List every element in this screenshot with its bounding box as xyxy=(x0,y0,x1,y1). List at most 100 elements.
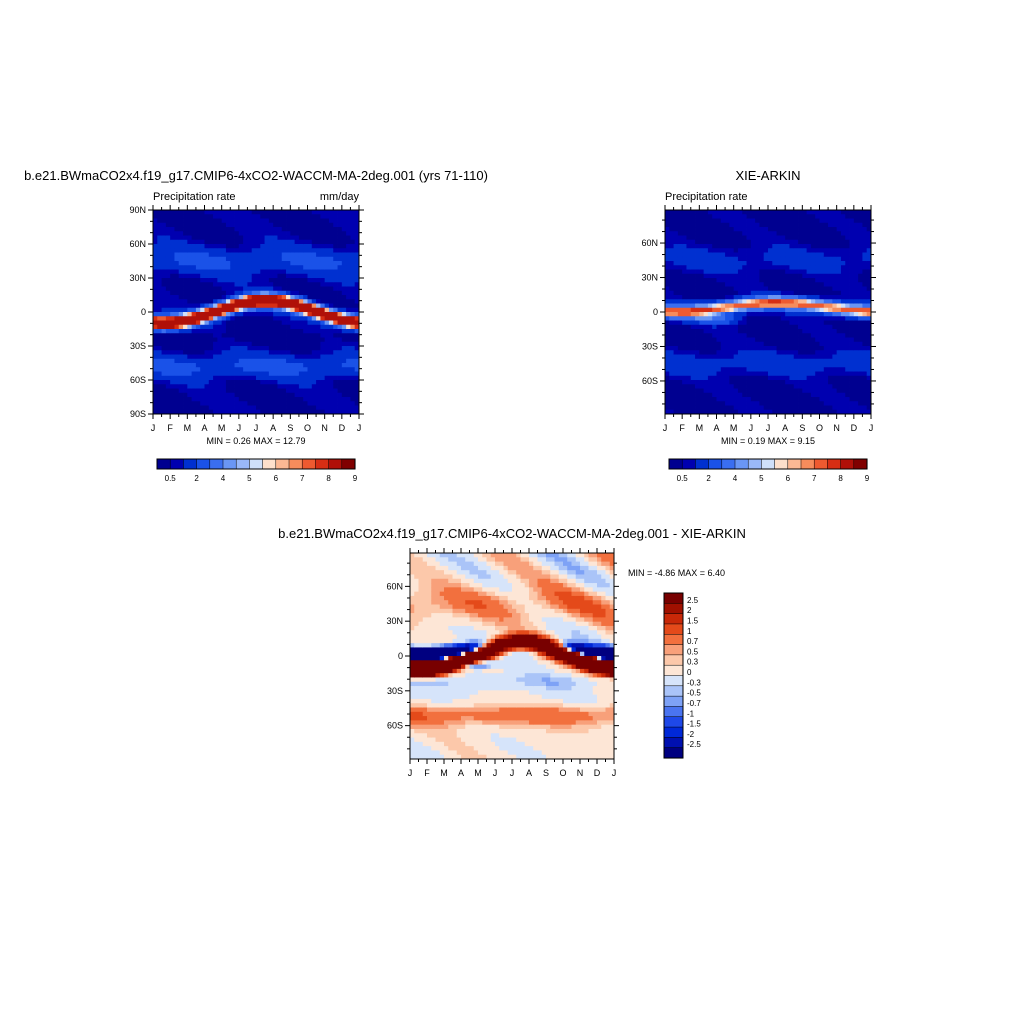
heatmap-cell xyxy=(854,338,859,343)
heatmap-cell xyxy=(295,282,300,287)
heatmap-cell xyxy=(807,244,812,249)
heatmap-cell xyxy=(282,389,287,394)
heatmap-cell xyxy=(243,359,248,364)
heatmap-cell xyxy=(764,265,769,270)
heatmap-cell xyxy=(308,346,313,351)
heatmap-cell xyxy=(824,278,829,283)
x-tick-label: J xyxy=(254,423,259,433)
heatmap-cell xyxy=(414,639,419,644)
heatmap-cell xyxy=(678,253,683,258)
heatmap-cell xyxy=(828,274,833,279)
heatmap-cell xyxy=(768,240,773,245)
heatmap-cell xyxy=(265,299,270,304)
heatmap-cell xyxy=(742,346,747,351)
heatmap-cell xyxy=(695,363,700,368)
heatmap-cell xyxy=(299,312,304,317)
heatmap-cell xyxy=(179,389,184,394)
heatmap-cell xyxy=(682,316,687,321)
heatmap-cell xyxy=(157,236,162,241)
heatmap-cell xyxy=(333,363,338,368)
heatmap-cell xyxy=(346,312,351,317)
heatmap-cell xyxy=(734,210,739,215)
heatmap-cell xyxy=(794,325,799,330)
heatmap-cell xyxy=(764,244,769,249)
heatmap-cell xyxy=(777,312,782,317)
heatmap-cell xyxy=(845,236,850,241)
heatmap-cell xyxy=(815,304,820,309)
heatmap-cell xyxy=(669,223,674,228)
heatmap-cell xyxy=(247,223,252,228)
heatmap-cell xyxy=(247,210,252,215)
heatmap-cell xyxy=(179,210,184,215)
heatmap-cell xyxy=(717,312,722,317)
heatmap-cell xyxy=(256,367,261,372)
heatmap-cell xyxy=(815,299,820,304)
heatmap-cell xyxy=(277,244,282,249)
heatmap-cell xyxy=(832,325,837,330)
heatmap-cell xyxy=(209,231,214,236)
heatmap-cell xyxy=(854,231,859,236)
heatmap-cell xyxy=(802,406,807,411)
heatmap-cell xyxy=(699,274,704,279)
heatmap-cell xyxy=(837,363,842,368)
heatmap-cell xyxy=(303,227,308,232)
colorbar-swatch xyxy=(669,459,683,469)
heatmap-cell xyxy=(682,282,687,287)
heatmap-cell xyxy=(320,227,325,232)
heatmap-cell xyxy=(273,372,278,377)
heatmap-cell xyxy=(230,231,235,236)
heatmap-cell xyxy=(862,236,867,241)
heatmap-cell xyxy=(824,214,829,219)
heatmap-cell xyxy=(286,270,291,275)
heatmap-cell xyxy=(419,566,424,571)
heatmap-cell xyxy=(785,338,790,343)
heatmap-cell xyxy=(837,223,842,228)
heatmap-cell xyxy=(157,397,162,402)
heatmap-cell xyxy=(303,223,308,228)
heatmap-cell xyxy=(162,261,167,266)
heatmap-cell xyxy=(333,231,338,236)
heatmap-cell xyxy=(200,244,205,249)
heatmap-cell xyxy=(200,363,205,368)
heatmap-cell xyxy=(205,376,210,381)
heatmap-cell xyxy=(222,342,227,347)
heatmap-cell xyxy=(841,219,846,224)
heatmap-cell xyxy=(282,287,287,292)
heatmap-cell xyxy=(678,299,683,304)
heatmap-cell xyxy=(286,359,291,364)
heatmap-cell xyxy=(333,210,338,215)
heatmap-cell xyxy=(691,401,696,406)
heatmap-cell xyxy=(273,355,278,360)
heatmap-cell xyxy=(820,265,825,270)
heatmap-cell xyxy=(192,372,197,377)
heatmap-cell xyxy=(699,321,704,326)
heatmap-cell xyxy=(252,338,257,343)
heatmap-cell xyxy=(269,287,274,292)
heatmap-cell xyxy=(794,397,799,402)
heatmap-cell xyxy=(213,299,218,304)
heatmap-cell xyxy=(295,240,300,245)
heatmap-cell xyxy=(832,397,837,402)
heatmap-cell xyxy=(174,401,179,406)
heatmap-cell xyxy=(265,231,270,236)
heatmap-cell xyxy=(350,270,355,275)
heatmap-cell xyxy=(252,376,257,381)
heatmap-cell xyxy=(269,355,274,360)
heatmap-cell xyxy=(217,274,222,279)
heatmap-cell xyxy=(260,359,265,364)
x-tick-label: D xyxy=(339,423,346,433)
heatmap-cell xyxy=(738,355,743,360)
heatmap-cell xyxy=(777,287,782,292)
heatmap-cell xyxy=(841,325,846,330)
heatmap-cell xyxy=(717,214,722,219)
heatmap-cell xyxy=(277,304,282,309)
heatmap-cell xyxy=(686,231,691,236)
heatmap-cell xyxy=(738,342,743,347)
heatmap-cell xyxy=(320,355,325,360)
x-tick-label: D xyxy=(851,423,858,433)
heatmap-cell xyxy=(708,219,713,224)
heatmap-cell xyxy=(308,231,313,236)
heatmap-cell xyxy=(850,312,855,317)
heatmap-cell xyxy=(755,367,760,372)
heatmap-cell xyxy=(196,265,201,270)
